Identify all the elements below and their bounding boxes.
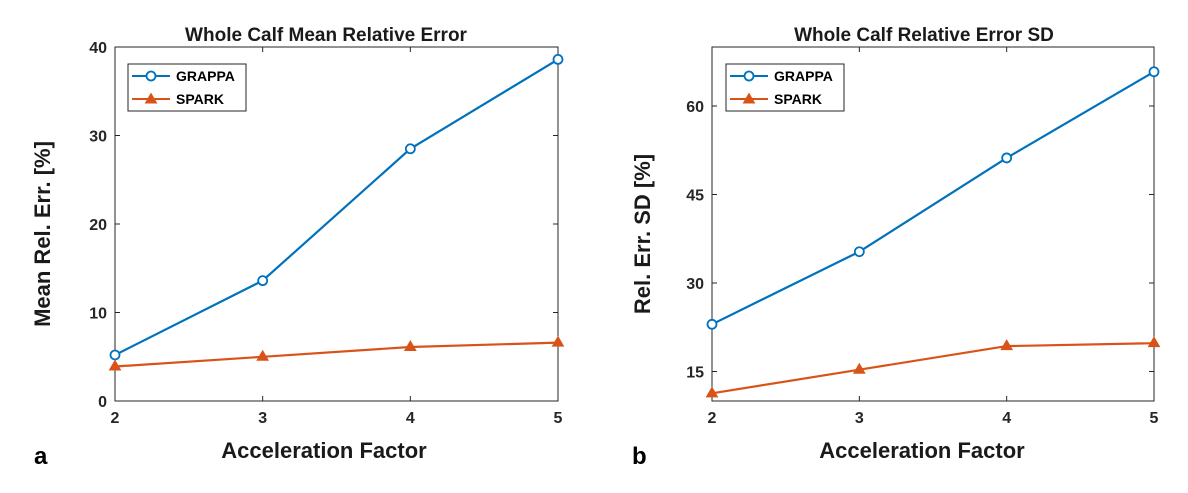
point-spark-3[interactable] — [852, 362, 866, 374]
x-tick-label: 5 — [554, 410, 563, 427]
y-tick-label: 20 — [89, 217, 107, 234]
legend-b-spark-marker — [742, 92, 756, 104]
point-grappa-3[interactable] — [853, 246, 865, 258]
legend-a-spark-label: SPARK — [176, 91, 224, 107]
y-tick-label: 45 — [686, 188, 704, 205]
legend-a-grappa-label: GRAPPA — [176, 68, 235, 84]
point-grappa-5[interactable] — [1148, 66, 1160, 78]
y-tick-label: 15 — [686, 365, 704, 382]
y-tick-label: 30 — [89, 129, 107, 146]
legend-b-grappa-marker — [743, 70, 755, 82]
x-tick-label: 4 — [406, 410, 415, 427]
panel-label-a: a — [34, 443, 48, 470]
legend-a-grappa-marker — [145, 70, 157, 82]
panel-label-b: b — [632, 443, 647, 470]
chart-a-legend[interactable]: GRAPPA SPARK — [127, 63, 247, 112]
chart-a-ylabel: Mean Rel. Err. [%] — [30, 141, 55, 327]
point-spark-4[interactable] — [1000, 339, 1014, 351]
point-grappa-2[interactable] — [109, 349, 121, 361]
y-tick-label: 30 — [686, 276, 704, 293]
chart-b: Whole Calf Relative Error SD Acceleratio… — [630, 25, 1161, 470]
y-tick-label: 40 — [89, 40, 107, 57]
series-line-grappa — [114, 58, 559, 356]
x-tick-label: 2 — [708, 410, 717, 427]
chart-a: Whole Calf Mean Relative Error Accelerat… — [30, 25, 565, 470]
point-grappa-4[interactable] — [404, 143, 416, 155]
point-grappa-3[interactable] — [257, 275, 269, 287]
chart-a-title: Whole Calf Mean Relative Error — [185, 25, 468, 46]
point-spark-3[interactable] — [256, 349, 270, 361]
chart-b-xlabel: Acceleration Factor — [819, 438, 1025, 463]
chart-a-ticks: 2 3 4 5 0 10 20 30 40 — [89, 40, 562, 427]
chart-b-ylabel: Rel. Err. SD [%] — [630, 154, 655, 314]
point-grappa-2[interactable] — [706, 318, 718, 330]
chart-a-xlabel: Acceleration Factor — [221, 438, 427, 463]
chart-a-series — [108, 53, 565, 371]
y-tick-label: 60 — [686, 99, 704, 116]
chart-b-series — [705, 66, 1161, 398]
x-tick-label: 2 — [111, 410, 120, 427]
series-line-spark — [114, 341, 559, 368]
point-spark-2[interactable] — [108, 359, 122, 371]
legend-a-spark-marker — [144, 92, 158, 104]
series-line-spark — [711, 342, 1155, 395]
point-grappa-4[interactable] — [1001, 152, 1013, 164]
y-tick-label: 10 — [89, 306, 107, 323]
point-spark-5[interactable] — [1147, 336, 1161, 348]
point-spark-4[interactable] — [403, 340, 417, 352]
legend-b-spark-label: SPARK — [774, 91, 822, 107]
point-spark-5[interactable] — [551, 335, 565, 347]
point-spark-2[interactable] — [705, 386, 719, 398]
chart-b-legend[interactable]: GRAPPA SPARK — [725, 63, 845, 112]
x-tick-label: 3 — [855, 410, 864, 427]
series-line-grappa — [711, 70, 1155, 326]
x-tick-label: 3 — [258, 410, 267, 427]
legend-b-grappa-label: GRAPPA — [774, 68, 833, 84]
chart-b-title: Whole Calf Relative Error SD — [794, 25, 1054, 46]
y-tick-label: 0 — [98, 394, 107, 411]
x-tick-label: 4 — [1002, 410, 1011, 427]
point-grappa-5[interactable] — [552, 53, 564, 65]
x-tick-label: 5 — [1150, 410, 1159, 427]
